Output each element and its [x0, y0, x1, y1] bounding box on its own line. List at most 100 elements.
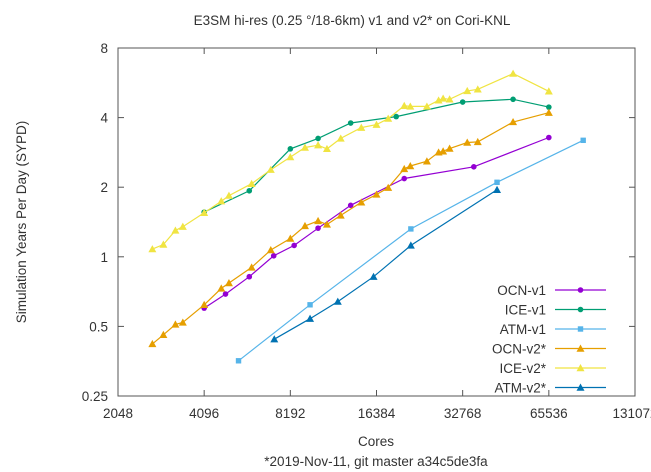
footnote: *2019-Nov-11, git master a34c5de3fa [264, 454, 488, 469]
series-line-atm-v2star [274, 189, 498, 340]
x-tick-label: 16384 [358, 406, 396, 421]
data-point-ice-v2star [300, 143, 309, 151]
legend-marker-atm-v1 [577, 326, 584, 332]
data-point-ocn-v2star [384, 183, 393, 191]
series-ice-v2star [148, 69, 553, 253]
legend-label-atm-v2star: ATM-v2* [494, 381, 546, 396]
x-tick-label: 2048 [103, 406, 133, 421]
data-point-atm-v2star [333, 297, 342, 305]
data-point-ocn-v1 [401, 175, 408, 182]
x-axis: 2048 4096 8192 16384 32768 65536 131072 [103, 48, 651, 421]
data-point-atm-v1 [307, 302, 313, 308]
data-point-atm-v1 [580, 137, 586, 144]
legend-label-ocn-v2star: OCN-v2* [492, 342, 547, 357]
data-point-ice-v2star [372, 120, 381, 128]
data-point-ice-v2star [178, 222, 187, 230]
data-point-ocn-v2star [148, 339, 157, 348]
data-point-ice-v2star [357, 123, 366, 131]
data-point-ocn-v2star [336, 211, 345, 219]
y-tick-label: 0.25 [82, 389, 108, 404]
data-point-ice-v2star [224, 191, 233, 199]
data-point-ice-v2star [266, 165, 275, 173]
legend-label-ice-v1: ICE-v1 [505, 303, 546, 318]
x-tick-label: 65536 [530, 406, 568, 421]
data-point-ocn-v2star [322, 220, 331, 228]
data-point-ice-v2star [322, 144, 331, 153]
data-point-ocn-v2star [314, 216, 323, 225]
x-tick-label: 131072 [612, 406, 651, 421]
data-point-ocn-v2star [200, 300, 209, 309]
plot-frame [117, 47, 636, 397]
data-point-ice-v2star [473, 85, 482, 93]
data-point-ocn-v2star [422, 157, 431, 165]
data-point-ice-v1 [459, 99, 466, 105]
series-line-ocn-v1 [203, 136, 550, 309]
data-point-ice-v2star [400, 101, 409, 109]
legend-marker-ocn-v1 [577, 287, 584, 293]
data-point-ocn-v2star [400, 164, 409, 173]
data-point-ice-v2star [159, 240, 168, 248]
x-tick-label: 32768 [444, 406, 482, 421]
data-point-ocn-v2star [224, 279, 233, 287]
data-point-ocn-v1 [471, 164, 477, 170]
data-point-ocn-v2star [509, 117, 518, 126]
data-point-ocn-v1 [315, 225, 321, 231]
series-line-ocn-v2star [152, 112, 549, 345]
y-tick-label: 1 [100, 250, 108, 265]
data-point-ice-v1 [546, 104, 552, 110]
data-point-ice-v2star [286, 153, 295, 161]
data-point-ocn-v2star [286, 234, 295, 242]
data-point-ice-v2star [217, 197, 226, 205]
data-point-ice-v1 [393, 113, 400, 120]
data-point-ice-v2star [314, 141, 323, 149]
data-point-atm-v2star [493, 185, 502, 193]
data-point-ocn-v1 [270, 253, 277, 259]
series-atm-v2star [270, 185, 502, 343]
data-point-ice-v2star [509, 69, 518, 77]
data-point-atm-v1 [408, 226, 414, 232]
y-axis: 0.25 0.5 1 2 4 8 [82, 41, 635, 404]
data-point-ocn-v2star [445, 144, 454, 152]
legend-marker-atm-v2star [576, 383, 585, 391]
data-point-ocn-v2star [171, 320, 180, 328]
data-point-ice-v2star [544, 87, 553, 95]
series-atm-v1 [235, 137, 586, 364]
data-point-ice-v1 [246, 187, 253, 194]
data-point-ice-v2star [439, 94, 448, 102]
data-point-ocn-v1 [546, 134, 552, 141]
data-point-atm-v2star [369, 272, 378, 280]
data-point-ice-v2star [200, 208, 209, 216]
x-axis-label: Cores [358, 434, 394, 449]
data-point-ice-v1 [510, 96, 516, 103]
series-ocn-v2star [148, 108, 553, 348]
data-point-ocn-v2star [217, 284, 226, 292]
data-point-ice-v2star [336, 134, 345, 142]
data-point-ice-v2star [171, 226, 180, 234]
plot-area [117, 47, 636, 397]
legend-label-ocn-v1: OCN-v1 [497, 283, 546, 298]
data-point-ice-v2star [463, 86, 472, 95]
data-point-ice-v2star [247, 179, 256, 187]
legend: OCN-v1 ICE-v1 ATM-v1 OCN-v2* ICE-v2* ATM-v2* [492, 283, 606, 396]
data-point-ocn-v1 [222, 291, 229, 297]
series-ocn-v1 [201, 134, 552, 311]
x-tick-label: 8192 [275, 406, 305, 421]
data-point-ice-v2star [422, 102, 431, 110]
data-point-atm-v2star [406, 241, 415, 249]
data-point-ocn-v2star [178, 318, 187, 326]
data-point-ice-v2star [434, 96, 443, 104]
y-tick-label: 2 [100, 180, 108, 195]
data-point-ocn-v2star [473, 137, 482, 146]
legend-marker-ocn-v2star [576, 344, 585, 352]
legend-label-atm-v1: ATM-v1 [500, 322, 546, 337]
data-point-ocn-v2star [439, 147, 448, 155]
data-point-ice-v1 [347, 120, 354, 126]
data-point-ice-v1 [287, 146, 294, 152]
data-point-ocn-v2star [266, 246, 275, 254]
data-point-ocn-v2star [463, 138, 472, 146]
data-point-atm-v2star [306, 314, 315, 322]
legend-label-ice-v2star: ICE-v2* [499, 361, 546, 376]
data-point-ocn-v2star [544, 108, 553, 116]
y-tick-label: 0.5 [89, 319, 108, 334]
